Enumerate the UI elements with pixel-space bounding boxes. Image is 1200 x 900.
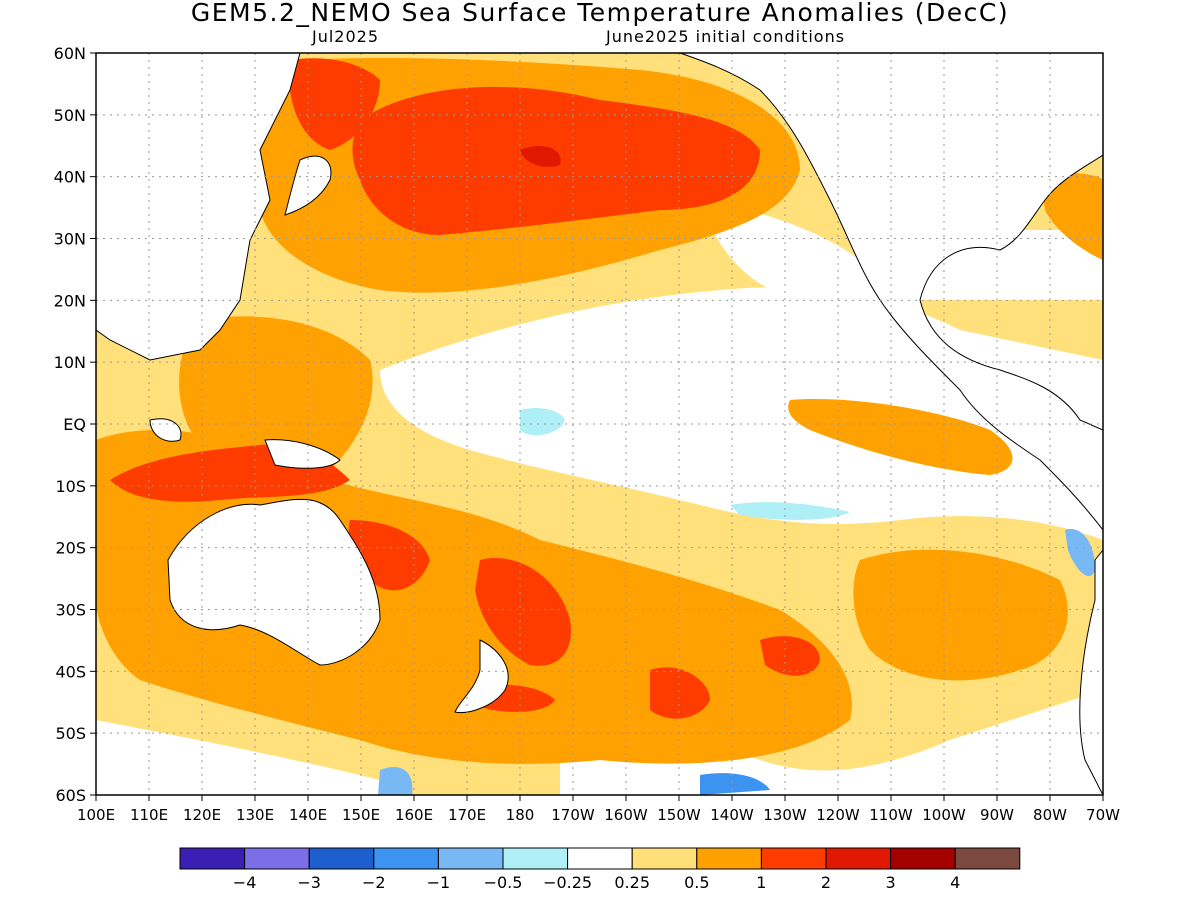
- colorbar-swatch: [890, 847, 956, 870]
- lon-label: 100W: [922, 806, 966, 824]
- latitude-axis: 60N 50N 40N 30N 20N 10N EQ 10S 20S 30S 40S 50S 60S: [54, 44, 96, 805]
- lat-label: 40S: [55, 662, 86, 681]
- colorbar-swatch: [567, 847, 633, 870]
- lon-label: 80W: [1033, 806, 1067, 824]
- southern-ocean-cool: [700, 773, 770, 795]
- colorbar-label: −0.25: [543, 873, 592, 892]
- lat-label: 20N: [54, 291, 86, 310]
- lon-label: 180: [506, 806, 535, 824]
- map-gridlines: [96, 53, 1103, 795]
- lon-label: 170W: [551, 806, 595, 824]
- lat-label: 60S: [55, 786, 86, 805]
- initial-conditions-label: June2025 initial conditions: [606, 27, 846, 46]
- lon-label: 120W: [816, 806, 860, 824]
- anomaly-field: [96, 53, 1103, 795]
- lat-label: 50N: [54, 106, 86, 125]
- colorbar-swatch: [244, 847, 310, 870]
- lat-label: 10N: [54, 353, 86, 372]
- map-title: GEM5.2_NEMO Sea Surface Temperature Anom…: [190, 0, 1010, 27]
- lon-label: 100E: [77, 806, 115, 824]
- colorbar-label: −1: [427, 873, 451, 892]
- colorbar-label: 0.25: [614, 873, 650, 892]
- lon-label: 70W: [1086, 806, 1120, 824]
- gulf-stream-orange: [1040, 172, 1103, 260]
- colorbar-label: 3: [886, 873, 896, 892]
- australia-landmass: [167, 498, 381, 666]
- southern-ocean-cool-west: [378, 767, 413, 795]
- forecast-month-label: Jul2025: [312, 27, 380, 46]
- neutral-south-east: [560, 690, 1103, 795]
- lon-label: 130E: [236, 806, 274, 824]
- lon-label: 110W: [869, 806, 913, 824]
- south-tropical-cool-spot: [730, 502, 850, 520]
- neutral-ne-pacific: [700, 200, 1103, 300]
- colorbar-label: −3: [297, 873, 321, 892]
- neutral-south-west: [96, 720, 380, 795]
- lon-label: 150E: [342, 806, 380, 824]
- lat-label: 10S: [55, 477, 86, 496]
- lat-label: 60N: [54, 44, 86, 63]
- colorbar-swatch: [179, 847, 246, 870]
- lon-label: 170E: [448, 806, 486, 824]
- colorbar-label: 0.5: [684, 873, 709, 892]
- lon-label: 130W: [763, 806, 807, 824]
- southeast-red: [760, 636, 820, 676]
- lon-label: 90W: [980, 806, 1014, 824]
- japan-landmass: [284, 155, 332, 216]
- longitude-axis: 100E 110E 120E 130E 140E 150E 160E 170E 180 170W 1…: [77, 795, 1120, 824]
- colorbar-swatch: [308, 847, 375, 870]
- lat-label: 50S: [55, 724, 86, 743]
- colorbar-label: −4: [233, 873, 257, 892]
- lon-label: 140E: [289, 806, 327, 824]
- asia-landmass: [96, 53, 301, 361]
- nw-pacific-hotspot: [520, 145, 561, 167]
- lon-label: 110E: [130, 806, 168, 824]
- lat-label: EQ: [63, 415, 86, 434]
- lat-label: 30S: [55, 601, 86, 620]
- colorbar-swatch: [696, 847, 762, 870]
- lat-label: 20S: [55, 539, 86, 558]
- colorbar-label: 2: [821, 873, 831, 892]
- lat-label: 30N: [54, 230, 86, 249]
- peru-coast-cool: [1065, 529, 1095, 577]
- southeast-pacific-orange: [853, 549, 1068, 681]
- lon-label: 160W: [604, 806, 648, 824]
- colorbar-swatch: [373, 847, 439, 870]
- colorbar-label: −2: [362, 873, 386, 892]
- equatorial-east-orange: [788, 399, 1013, 475]
- colorbar-swatch: [954, 847, 1021, 870]
- japan-sea-red: [289, 58, 380, 150]
- colorbar-swatch: [437, 847, 504, 870]
- colorbar-label: −0.5: [484, 873, 523, 892]
- colorbar-swatch: [825, 847, 892, 870]
- lon-label: 160E: [395, 806, 433, 824]
- colorbar-label: 1: [756, 873, 766, 892]
- colorbar: −4 −3 −2 −1 −0.5 −0.25 0.25 0.5 1 2 3 4: [179, 847, 1021, 892]
- equatorial-cool-spot: [520, 408, 565, 436]
- colorbar-swatch: [631, 847, 698, 870]
- new-zealand-landmass: [454, 639, 509, 714]
- colorbar-swatch: [760, 847, 827, 870]
- lon-label: 120E: [183, 806, 221, 824]
- colorbar-label: 4: [950, 873, 960, 892]
- lon-label: 150W: [657, 806, 701, 824]
- south-central-red: [650, 667, 710, 719]
- new-guinea-landmass: [264, 439, 341, 469]
- south-pacific-red: [475, 558, 571, 666]
- lon-label: 140W: [710, 806, 754, 824]
- lat-label: 40N: [54, 168, 86, 187]
- south-america-coast: [1079, 549, 1103, 795]
- colorbar-swatch: [502, 847, 569, 870]
